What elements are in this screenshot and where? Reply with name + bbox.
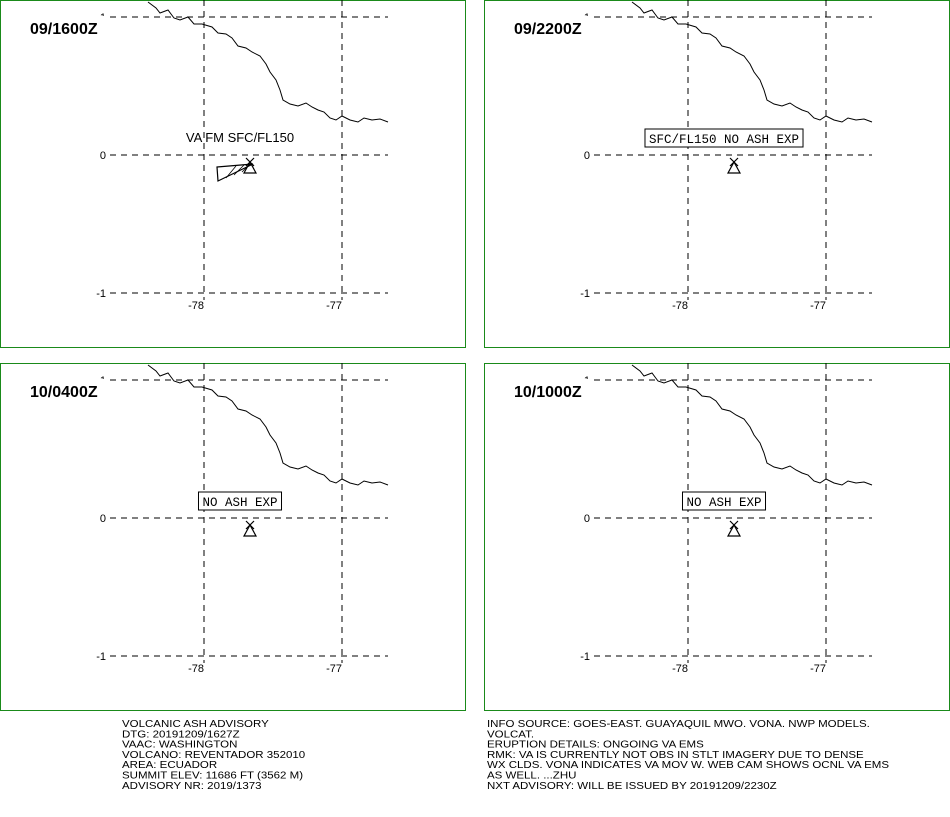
lon-label: -77 [326,663,342,675]
lon-label: -78 [672,300,688,312]
lat-label: -1 [580,288,590,300]
panel-frame [484,363,950,711]
lat-label: -1 [580,651,590,663]
advisory-line: VOLCANIC ASH ADVISORY [122,718,269,729]
volcano-mark [729,520,739,530]
volcano-mark [729,157,739,167]
advisory-line: DTG: 20191209/1627Z [122,729,240,740]
panel-frame [0,363,466,711]
advisory-line: VOLCANO: REVENTADOR 352010 [122,749,305,760]
panel-frame [0,0,466,348]
ash-label: SFC/FL150 NO ASH EXP [649,133,799,147]
lat-label: 0 [100,150,106,162]
coastline [147,1,389,123]
lon-label: -78 [188,663,204,675]
volcano-mark [245,520,255,530]
advisory-line: VOLCAT. [487,729,534,740]
volcano-symbol [726,523,742,537]
advisory-line: NXT ADVISORY: WILL BE ISSUED BY 20191209… [487,780,777,791]
valid-time: 10/1000Z [514,384,582,401]
valid-time: 09/1600Z [30,21,98,38]
ash-label: VA FM SFC/FL150 [186,130,294,145]
time-bg [510,16,590,38]
coastline [147,364,389,486]
ash-label-box [197,491,283,511]
lat-label: 0 [584,150,590,162]
lon-label: -77 [810,300,826,312]
advisory-line: AREA: ECUADOR [122,760,217,771]
ash-label-box [644,128,804,148]
valid-time: 09/2200Z [514,21,582,38]
ash-area [216,163,254,182]
advisory-line: INFO SOURCE: GOES-EAST. GUAYAQUIL MWO. V… [487,718,870,729]
lat-label: -1 [96,288,106,300]
advisory-line: ADVISORY NR: 2019/1373 [122,780,262,791]
time-bg [26,16,106,38]
advisory-line: WX CLDS. VONA INDICATES VA MOV W. WEB CA… [487,760,889,771]
ash-label: NO ASH EXP [686,496,761,510]
advisory-line: VAAC: WASHINGTON [122,739,237,750]
panel-frame [484,0,950,348]
ash-label-box [681,491,767,511]
lon-label: -78 [672,663,688,675]
lon-label: -78 [188,300,204,312]
time-bg [510,379,590,401]
ash-label: NO ASH EXP [202,496,277,510]
time-bg [26,379,106,401]
coastline [631,1,873,123]
ash-hatch [225,163,251,179]
advisory-line: AS WELL. ...ZHU [487,770,577,781]
volcano-symbol [242,523,258,537]
advisory-line: RMK: VA IS CURRENTLY NOT OBS IN STLT IMA… [487,749,864,760]
lat-label: -1 [96,651,106,663]
lon-label: -77 [810,663,826,675]
coastline [631,364,873,486]
lat-label: 0 [584,513,590,525]
lat-label: 0 [100,513,106,525]
volcano-symbol [726,160,742,174]
lon-label: -77 [326,300,342,312]
advisory-line: ERUPTION DETAILS: ONGOING VA EMS [487,739,704,750]
advisory-line: SUMMIT ELEV: 11686 FT (3562 M) [122,770,303,781]
valid-time: 10/0400Z [30,384,98,401]
